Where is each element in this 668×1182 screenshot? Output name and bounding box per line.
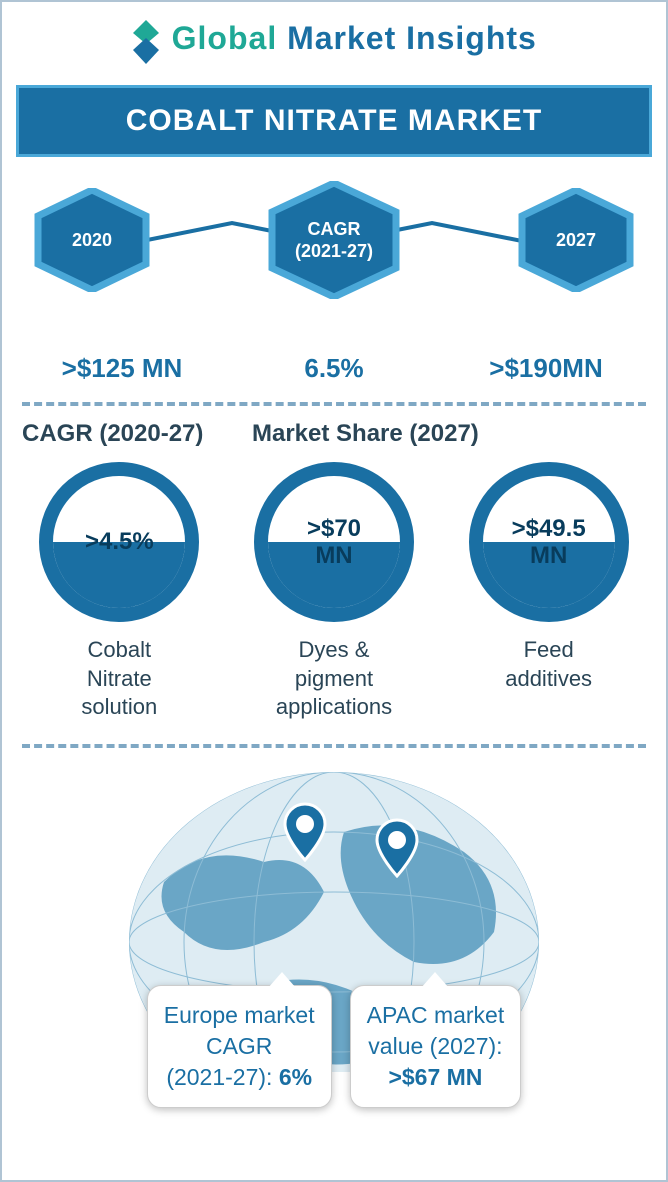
hex-2027: 2027 [516, 188, 636, 292]
hex-2020: 2020 [32, 188, 152, 292]
hex-cagr: CAGR(2021-27) [266, 181, 402, 299]
stat-label: Dyes &pigmentapplications [276, 636, 392, 722]
divider [22, 402, 646, 406]
stat-feed-additives: >$49.5MN Feedadditives [449, 462, 649, 722]
circle-stats-row: >4.5% CobaltNitratesolution >$70MN Dyes … [2, 454, 666, 722]
hex-label: 2027 [556, 229, 596, 252]
value-2027: >$190MN [456, 353, 636, 384]
map-pin-icon [282, 802, 328, 862]
map-pin-icon [374, 818, 420, 878]
stat-value: >$49.5MN [512, 515, 586, 570]
divider [22, 744, 646, 748]
hex-label: 2020 [72, 229, 112, 252]
header-market-share: Market Share (2027) [252, 420, 479, 448]
globe-region-section: Europe marketCAGR(2021-27): 6% APAC mark… [2, 752, 666, 1132]
hex-values-row: >$125 MN 6.5% >$190MN [2, 299, 666, 398]
hex-label: CAGR(2021-27) [295, 218, 373, 263]
stat-cobalt-solution: >4.5% CobaltNitratesolution [19, 462, 219, 722]
value-2020: >$125 MN [32, 353, 212, 384]
logo-text: Global Market Insights [172, 20, 537, 56]
logo-diamond-icon [131, 20, 161, 69]
header-cagr: CAGR (2020-27) [22, 420, 252, 448]
stat-dyes-pigment: >$70MN Dyes &pigmentapplications [234, 462, 434, 722]
section-headers: CAGR (2020-27) Market Share (2027) [2, 410, 666, 454]
stat-value: >4.5% [85, 528, 154, 556]
brand-logo: Global Market Insights [2, 2, 666, 79]
page-title: COBALT NITRATE MARKET [16, 85, 652, 157]
callout-apac: APAC marketvalue (2027):>$67 MN [350, 985, 522, 1108]
stat-label: Feedadditives [505, 636, 592, 693]
stat-label: CobaltNitratesolution [81, 636, 157, 722]
value-cagr: 6.5% [244, 353, 424, 384]
stat-value: >$70MN [307, 515, 361, 570]
callout-europe: Europe marketCAGR(2021-27): 6% [147, 985, 332, 1108]
hexagon-timeline: 2020 CAGR(2021-27) 2027 [2, 157, 666, 299]
regional-callouts: Europe marketCAGR(2021-27): 6% APAC mark… [2, 985, 666, 1108]
